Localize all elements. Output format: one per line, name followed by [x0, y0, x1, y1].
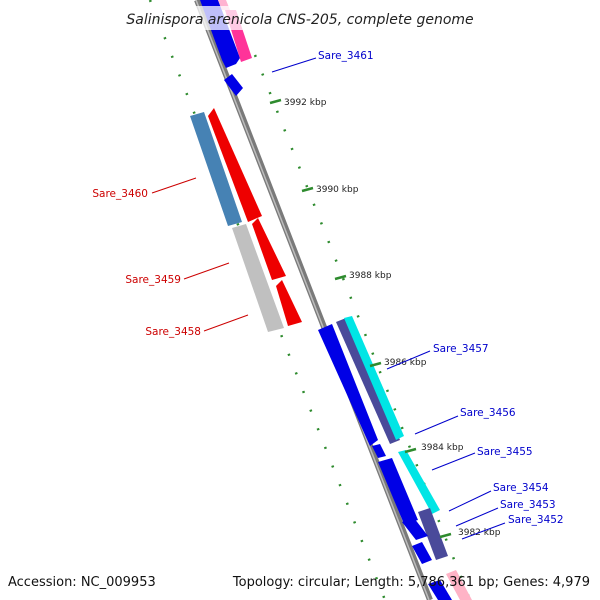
- gene-bar-sare-3459: [252, 218, 286, 280]
- gene-bar-blue-4: [402, 518, 428, 540]
- map-title: Salinispora arenicola CNS-205, complete …: [126, 12, 473, 28]
- gene-bar-sare-3458: [276, 280, 302, 326]
- title-background: [120, 6, 480, 30]
- kbp-tick-label: 3984 kbp: [421, 443, 464, 453]
- gene-leader-line: [271, 57, 317, 73]
- gene-leader-line: [455, 507, 499, 527]
- gene-label-sare-3460[interactable]: Sare_3460: [92, 188, 148, 200]
- gene-bar-large-blue: [318, 324, 378, 446]
- gene-bar-blue-2: [372, 444, 386, 458]
- gene-leader-line: [183, 262, 230, 280]
- gene-bar-slate-2: [418, 508, 448, 560]
- genome-backbone-highlight: [195, 0, 430, 600]
- gene-label-sare-3452[interactable]: Sare_3452: [508, 514, 564, 526]
- gene-bar-sare-3460: [208, 108, 262, 222]
- gene-bar-slate: [336, 318, 400, 444]
- genome-summary-text: Topology: circular; Length: 5,786,361 bp…: [232, 575, 590, 590]
- gene-label-sare-3456[interactable]: Sare_3456: [460, 407, 516, 419]
- gene-leader-line: [448, 490, 492, 512]
- gene-bar-cyan: [344, 316, 404, 440]
- kbp-tick-mark: [439, 532, 452, 539]
- gene-leader-line: [414, 415, 459, 435]
- gene-bar-small-blue: [224, 74, 243, 96]
- gene-bar-bottom-blue: [428, 580, 452, 600]
- kbp-tick-label: 3986 kbp: [384, 358, 427, 368]
- gene-bar-gray: [232, 224, 284, 332]
- gene-label-sare-3454[interactable]: Sare_3454: [493, 482, 549, 494]
- genome-backbone: [194, 0, 433, 600]
- gene-bar-blue-3: [378, 458, 418, 524]
- gene-bar-steelblue: [190, 112, 242, 226]
- gene-label-sare-3461[interactable]: Sare_3461: [318, 50, 374, 62]
- gene-label-sare-3455[interactable]: Sare_3455: [477, 446, 533, 458]
- kbp-tick-label: 3988 kbp: [349, 271, 392, 281]
- gene-leader-line: [461, 522, 506, 540]
- gene-bar-blue-5: [412, 542, 432, 564]
- inner-dotted-guide: [253, 54, 472, 600]
- accession-text: Accession: NC_009953: [8, 575, 156, 590]
- kbp-tick-mark: [269, 98, 282, 105]
- kbp-tick-mark: [404, 447, 417, 454]
- kbp-tick-mark: [334, 274, 347, 281]
- kbp-tick-label: 3992 kbp: [284, 98, 327, 108]
- gene-leader-line: [151, 177, 197, 194]
- kbp-tick-mark: [369, 361, 382, 368]
- gene-leader-line: [431, 452, 476, 471]
- gene-label-sare-3453[interactable]: Sare_3453: [500, 499, 556, 511]
- gene-label-sare-3458[interactable]: Sare_3458: [145, 326, 201, 338]
- gene-label-sare-3457[interactable]: Sare_3457: [433, 343, 489, 355]
- kbp-tick-mark: [301, 186, 314, 193]
- gene-leader-line: [386, 350, 431, 370]
- gene-bar-cyan-2: [398, 450, 440, 514]
- gene-label-sare-3459[interactable]: Sare_3459: [125, 274, 181, 286]
- gene-leader-line: [203, 314, 249, 332]
- gene-bar-bottom-pink: [446, 570, 472, 600]
- kbp-tick-label: 3990 kbp: [316, 185, 359, 195]
